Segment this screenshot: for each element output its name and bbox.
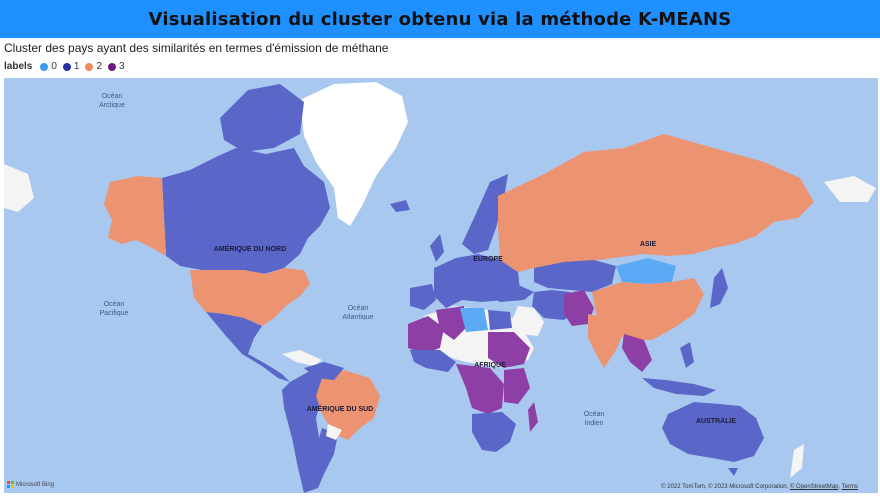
region-morocco: [408, 316, 444, 354]
ocean-pacifique-label-1: Océan: [104, 301, 125, 308]
legend-label: 3: [119, 61, 125, 72]
ocean-indien-label-1: Océan: [584, 411, 605, 418]
continent-label-north-america: AMÉRIQUE DU NORD: [214, 244, 286, 253]
legend-item-2[interactable]: 2: [85, 61, 102, 72]
region-central-africa: [456, 364, 504, 414]
continent-label-south-america: AMÉRIQUE DU SUD: [307, 404, 374, 413]
ocean-arctique-label-1: Océan: [102, 93, 123, 100]
region-uk: [430, 234, 444, 262]
region-turkey: [484, 284, 534, 302]
region-iberia: [410, 284, 436, 310]
continent-label-europe: EUROPE: [473, 256, 503, 263]
region-east-africa: [504, 368, 530, 404]
map-canvas[interactable]: Océan Arctique Océan Pacifique Océan Atl…: [4, 78, 878, 493]
region-libya: [460, 308, 488, 332]
osm-link[interactable]: © OpenStreetMap: [789, 484, 839, 490]
region-russia: [498, 134, 814, 272]
region-algeria: [436, 306, 466, 340]
ocean-atlantique-label-2: Atlantique: [342, 314, 373, 321]
microsoft-logo-icon: [7, 481, 14, 488]
ocean-arctique-label-2: Arctique: [99, 102, 125, 109]
region-madagascar: [528, 402, 538, 432]
legend-title: labels: [4, 61, 33, 72]
region-australia: [662, 402, 764, 462]
region-indonesia: [642, 378, 716, 396]
region-greenland: [300, 82, 408, 226]
legend-dot-icon: [85, 62, 94, 71]
title-banner: Visualisation du cluster obtenu via la m…: [0, 0, 880, 38]
region-west-edge: [4, 164, 34, 212]
region-philippines: [680, 342, 694, 368]
region-tasmania: [728, 468, 738, 476]
legend-item-0[interactable]: 0: [40, 61, 57, 72]
terms-link[interactable]: Terms: [841, 484, 858, 490]
map-legend: labels 0 1 2 3: [4, 61, 125, 72]
ocean-pacifique-label-2: Pacifique: [100, 310, 129, 317]
legend-label: 1: [73, 61, 80, 72]
legend-dot-icon: [40, 62, 49, 71]
copyright-text: © 2022 TomTom, © 2023 Microsoft Corporat…: [661, 484, 789, 490]
ocean-atlantique-label-1: Océan: [348, 305, 369, 312]
region-west-africa: [410, 350, 456, 372]
region-china: [592, 278, 704, 340]
region-india: [588, 314, 624, 368]
region-central-asia: [534, 260, 616, 292]
region-brazil: [316, 370, 380, 440]
region-canada-islands: [220, 84, 304, 152]
region-scandinavia: [462, 174, 508, 254]
region-southern-africa: [472, 412, 516, 452]
world-map[interactable]: Océan Arctique Océan Pacifique Océan Atl…: [4, 78, 878, 493]
region-iceland: [390, 200, 410, 212]
region-paraguay: [326, 424, 342, 440]
region-japan: [710, 268, 728, 308]
continent-label-asia: ASIE: [640, 241, 657, 248]
legend-label: 0: [51, 61, 57, 72]
region-seasia: [622, 334, 652, 372]
region-caribbean: [282, 350, 322, 366]
legend-dot-icon: [62, 62, 71, 71]
region-mongolia: [616, 258, 676, 284]
region-canada: [162, 148, 330, 274]
region-sudan: [488, 332, 530, 368]
ocean-indien-label-2: Indien: [584, 420, 603, 427]
bing-logo: Microsoft Bing: [7, 481, 54, 488]
visual-subtitle: Cluster des pays ayant des similarités e…: [4, 41, 389, 55]
region-pakistan: [564, 290, 594, 326]
region-chukotka: [824, 176, 876, 202]
continent-label-australia: AUSTRALIE: [696, 418, 736, 425]
page-title: Visualisation du cluster obtenu via la m…: [148, 8, 732, 30]
region-mexico: [206, 312, 290, 382]
region-venezuela: [304, 362, 344, 380]
bing-provider-text: Microsoft Bing: [16, 481, 55, 488]
region-usa: [190, 268, 310, 326]
continent-label-africa: AFRIQUE: [474, 362, 506, 369]
legend-item-3[interactable]: 3: [108, 61, 125, 72]
legend-dot-icon: [108, 62, 117, 71]
legend-item-1[interactable]: 1: [62, 61, 80, 72]
map-attribution: © 2022 TomTom, © 2023 Microsoft Corporat…: [661, 484, 858, 490]
legend-label: 2: [96, 61, 103, 72]
region-argentina: [312, 428, 338, 488]
region-egypt: [488, 310, 512, 330]
region-new-zealand: [790, 444, 804, 478]
region-alaska: [104, 176, 166, 256]
